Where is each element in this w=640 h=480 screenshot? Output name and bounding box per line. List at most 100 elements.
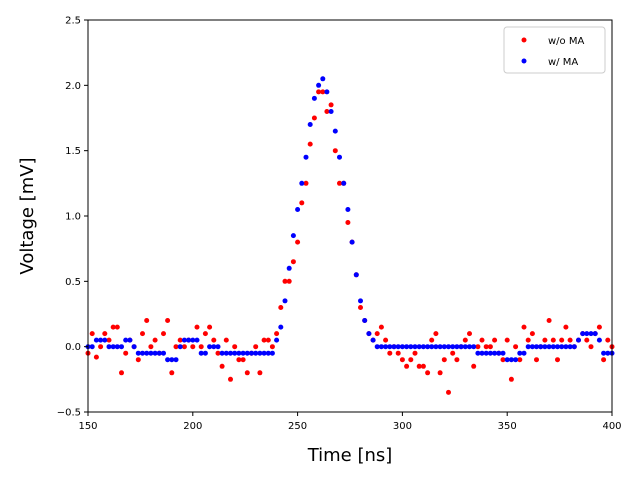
y-tick-label: 1.5 [65,146,81,157]
data-point-w-o-ma [395,350,401,356]
data-point-w-ma [278,324,284,330]
legend-label-wo-ma: w/o MA [548,36,584,47]
y-tick-label: 2.5 [65,16,81,27]
data-point-w-o-ma [244,370,250,376]
data-point-w-ma [307,122,313,127]
data-point-w-ma [496,350,502,356]
data-point-w-o-ma [219,363,225,369]
data-point-w-ma [249,350,254,356]
data-point-w-ma [508,357,514,363]
data-point-w-o-ma [412,350,418,356]
data-point-w-ma [517,350,523,356]
data-point-w-o-ma [307,141,313,147]
data-point-w-ma [253,350,259,356]
data-point-w-o-ma [437,370,443,376]
data-point-w-o-ma [194,324,200,330]
data-point-w-o-ma [567,337,573,343]
data-point-w-ma [261,350,267,356]
data-point-w-o-ma [299,200,305,206]
data-point-w-ma [353,272,359,278]
data-point-w-ma [240,350,246,356]
data-point-w-ma [177,344,183,350]
data-point-w-o-ma [211,337,217,343]
data-point-w-o-ma [123,350,129,356]
data-point-w-ma [370,337,376,343]
data-point-w-o-ma [173,344,179,350]
data-point-w-o-ma [135,357,141,363]
data-point-w-ma [487,350,493,356]
x-tick-label: 250 [288,421,307,432]
data-point-w-ma [538,344,544,350]
data-point-w-o-ma [446,389,451,395]
data-point-w-o-ma [140,331,145,337]
data-point-w-o-ma [542,337,548,343]
data-point-w-ma [219,350,225,356]
data-point-w-ma [467,344,472,350]
data-point-w-ma [169,357,175,363]
data-point-w-ma [513,357,519,363]
data-point-w-o-ma [316,89,322,95]
data-point-w-ma [148,350,154,356]
data-point-w-ma [345,207,351,212]
data-point-w-ma [144,350,150,356]
data-point-w-o-ma [462,337,468,343]
data-point-w-ma [601,350,607,356]
data-point-w-ma [404,344,410,350]
data-point-w-o-ma [546,318,552,323]
data-point-w-o-ma [433,331,439,337]
data-point-w-o-ma [152,337,158,343]
data-point-w-o-ma [198,344,204,350]
data-point-w-ma [337,154,342,160]
data-point-w-o-ma [378,324,384,330]
x-tick-label: 150 [78,421,97,432]
data-point-w-ma [500,350,506,356]
data-point-w-o-ma [282,278,288,284]
data-point-w-ma [433,344,439,350]
data-point-w-ma [269,350,275,356]
data-point-w-ma [395,344,401,350]
data-point-w-ma [584,331,590,337]
data-point-w-o-ma [215,350,221,356]
data-point-w-ma [232,350,238,356]
data-point-w-ma [93,337,99,343]
data-point-w-o-ma [555,357,560,363]
data-point-w-o-ma [236,357,242,363]
data-point-w-o-ma [420,363,426,369]
data-point-w-o-ma [98,344,104,350]
data-point-w-ma [378,344,384,350]
data-point-w-ma [555,344,560,350]
data-point-w-o-ma [89,331,95,337]
data-point-w-o-ma [228,376,233,382]
data-point-w-ma [366,331,372,337]
data-point-w-ma [332,128,338,134]
data-point-w-o-ma [202,331,208,337]
y-tick-label: 0.0 [65,342,81,353]
data-point-w-o-ma [161,331,166,337]
data-point-w-ma [362,318,368,323]
data-point-w-o-ma [311,115,317,121]
data-point-w-ma [303,154,309,160]
data-point-w-o-ma [584,337,590,343]
data-point-w-ma [479,350,485,356]
data-point-w-ma [152,350,158,356]
data-point-w-ma [429,344,435,350]
data-point-w-ma [399,344,405,350]
data-point-w-o-ma [253,344,259,350]
data-point-w-ma [483,350,489,356]
data-point-w-ma [358,298,363,304]
legend-label-w-ma: w/ MA [548,57,578,68]
data-point-w-o-ma [374,331,380,337]
data-point-w-ma [408,344,414,350]
data-point-w-ma [135,350,141,356]
data-point-w-ma [521,350,527,356]
data-point-w-o-ma [429,337,435,343]
data-point-w-o-ma [559,337,565,343]
data-point-w-ma [274,337,280,343]
data-point-w-o-ma [265,337,271,343]
series-w-ma [85,76,615,363]
data-point-w-o-ma [483,344,489,350]
data-point-w-ma [110,344,116,350]
data-point-w-o-ma [529,331,535,337]
data-point-w-o-ma [517,357,523,363]
y-axis-ticks: −0.5 0.0 0.5 1.0 1.5 2.0 2.5 [57,16,88,419]
